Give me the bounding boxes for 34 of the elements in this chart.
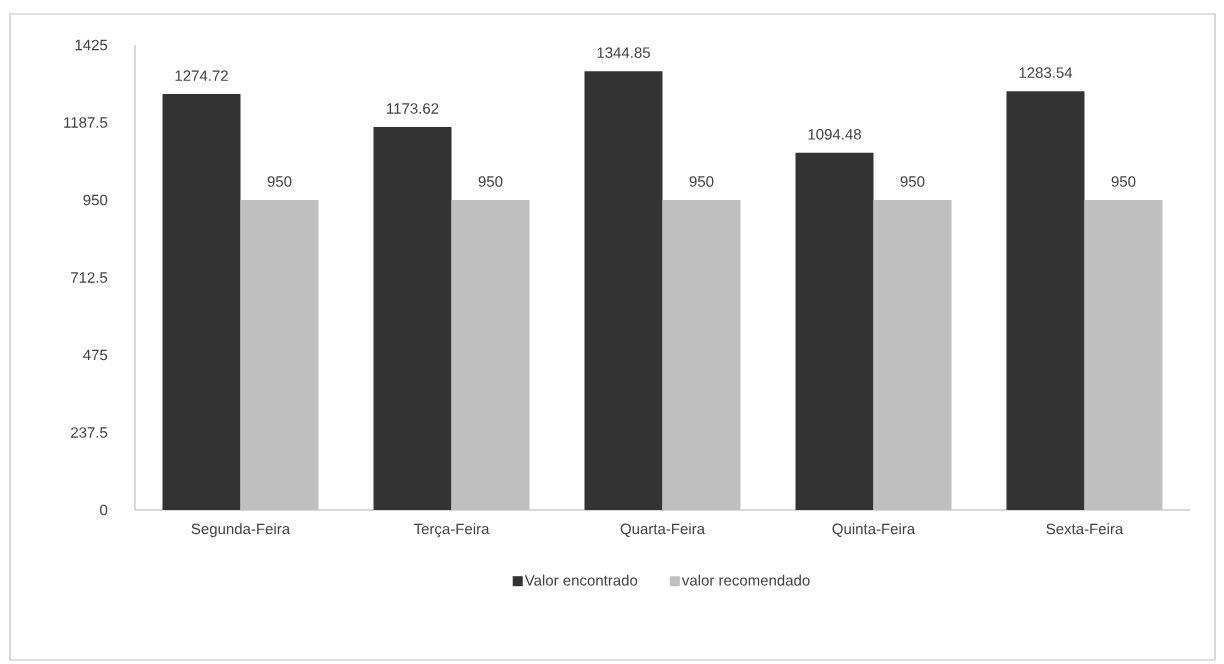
bar xyxy=(240,199,319,510)
y-tick-label: 237.5 xyxy=(71,427,108,438)
data-label: 1173.62 xyxy=(387,103,439,114)
data-label: 950 xyxy=(689,176,714,187)
y-tick-label: 475 xyxy=(83,349,108,361)
y-tick-label: 950 xyxy=(83,194,108,206)
x-tick-label: Segunda-Feira xyxy=(191,523,291,538)
x-tick-label: Sexta-Feira xyxy=(1046,523,1124,535)
data-label: 950 xyxy=(1111,176,1136,187)
bar xyxy=(873,199,952,510)
y-tick-label: 1187.5 xyxy=(64,117,108,128)
x-tick-label: Quarta-Feira xyxy=(620,523,706,537)
bar xyxy=(162,94,241,510)
data-label: 1283.54 xyxy=(1019,67,1073,78)
bar xyxy=(584,71,663,510)
y-tick-label: 0 xyxy=(100,504,108,516)
bar xyxy=(1084,199,1163,510)
legend-label: Valor encontrado xyxy=(524,574,638,586)
bar xyxy=(373,127,452,510)
x-tick-label: Terça-Feira xyxy=(413,523,490,538)
data-label: 950 xyxy=(478,176,503,187)
bar xyxy=(1006,91,1085,510)
data-label: 1274.72 xyxy=(175,70,228,81)
data-label: 950 xyxy=(267,176,292,187)
y-tick-label: 712.5 xyxy=(71,272,108,283)
legend-label: valor recomendado xyxy=(681,574,810,586)
bar xyxy=(451,199,530,510)
x-tick-label: Quinta-Feira xyxy=(832,523,916,537)
bar xyxy=(795,152,874,510)
y-tick-label: 1425 xyxy=(75,39,108,51)
data-label: 1094.48 xyxy=(808,129,861,140)
bar xyxy=(662,199,741,510)
data-label: 1344.85 xyxy=(597,47,650,58)
data-label: 950 xyxy=(900,176,925,187)
